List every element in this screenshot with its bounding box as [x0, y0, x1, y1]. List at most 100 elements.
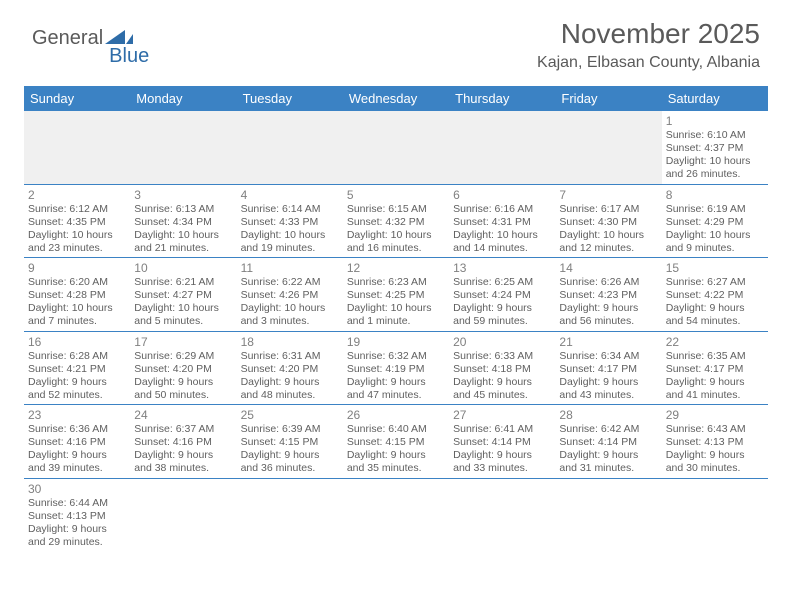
sunset-text: Sunset: 4:26 PM	[241, 289, 339, 302]
daylight-text: and 56 minutes.	[559, 315, 657, 328]
sunset-text: Sunset: 4:34 PM	[134, 216, 232, 229]
sunrise-text: Sunrise: 6:23 AM	[347, 276, 445, 289]
calendar-cell: 5Sunrise: 6:15 AMSunset: 4:32 PMDaylight…	[343, 184, 449, 258]
daylight-text: Daylight: 10 hours	[28, 229, 126, 242]
daylight-text: and 50 minutes.	[134, 389, 232, 402]
daylight-text: and 39 minutes.	[28, 462, 126, 475]
calendar-cell	[130, 111, 236, 184]
calendar-cell: 20Sunrise: 6:33 AMSunset: 4:18 PMDayligh…	[449, 331, 555, 405]
day-number: 2	[28, 188, 126, 202]
sunrise-text: Sunrise: 6:19 AM	[666, 203, 764, 216]
sunrise-text: Sunrise: 6:26 AM	[559, 276, 657, 289]
daylight-text: Daylight: 9 hours	[347, 376, 445, 389]
sunset-text: Sunset: 4:15 PM	[347, 436, 445, 449]
daylight-text: Daylight: 10 hours	[666, 229, 764, 242]
sunset-text: Sunset: 4:31 PM	[453, 216, 551, 229]
day-header: Friday	[555, 86, 661, 111]
calendar-cell	[130, 478, 236, 551]
daylight-text: Daylight: 9 hours	[241, 376, 339, 389]
day-header: Saturday	[662, 86, 768, 111]
calendar-cell: 1Sunrise: 6:10 AMSunset: 4:37 PMDaylight…	[662, 111, 768, 184]
calendar-cell: 12Sunrise: 6:23 AMSunset: 4:25 PMDayligh…	[343, 258, 449, 332]
daylight-text: and 5 minutes.	[134, 315, 232, 328]
daylight-text: and 23 minutes.	[28, 242, 126, 255]
daylight-text: and 48 minutes.	[241, 389, 339, 402]
daylight-text: and 9 minutes.	[666, 242, 764, 255]
daylight-text: and 30 minutes.	[666, 462, 764, 475]
sunrise-text: Sunrise: 6:39 AM	[241, 423, 339, 436]
sunset-text: Sunset: 4:16 PM	[28, 436, 126, 449]
sunrise-text: Sunrise: 6:14 AM	[241, 203, 339, 216]
sunset-text: Sunset: 4:17 PM	[559, 363, 657, 376]
calendar-cell: 9Sunrise: 6:20 AMSunset: 4:28 PMDaylight…	[24, 258, 130, 332]
calendar-cell: 13Sunrise: 6:25 AMSunset: 4:24 PMDayligh…	[449, 258, 555, 332]
calendar-cell: 6Sunrise: 6:16 AMSunset: 4:31 PMDaylight…	[449, 184, 555, 258]
daylight-text: and 14 minutes.	[453, 242, 551, 255]
sunset-text: Sunset: 4:14 PM	[453, 436, 551, 449]
calendar-cell: 25Sunrise: 6:39 AMSunset: 4:15 PMDayligh…	[237, 405, 343, 479]
calendar-cell: 23Sunrise: 6:36 AMSunset: 4:16 PMDayligh…	[24, 405, 130, 479]
sunset-text: Sunset: 4:15 PM	[241, 436, 339, 449]
daylight-text: Daylight: 9 hours	[666, 376, 764, 389]
calendar-cell: 18Sunrise: 6:31 AMSunset: 4:20 PMDayligh…	[237, 331, 343, 405]
sunset-text: Sunset: 4:32 PM	[347, 216, 445, 229]
day-header: Tuesday	[237, 86, 343, 111]
daylight-text: and 38 minutes.	[134, 462, 232, 475]
day-header: Thursday	[449, 86, 555, 111]
calendar-cell: 7Sunrise: 6:17 AMSunset: 4:30 PMDaylight…	[555, 184, 661, 258]
sunset-text: Sunset: 4:24 PM	[453, 289, 551, 302]
day-number: 25	[241, 408, 339, 422]
sunset-text: Sunset: 4:17 PM	[666, 363, 764, 376]
sunrise-text: Sunrise: 6:28 AM	[28, 350, 126, 363]
calendar-cell: 24Sunrise: 6:37 AMSunset: 4:16 PMDayligh…	[130, 405, 236, 479]
daylight-text: and 3 minutes.	[241, 315, 339, 328]
daylight-text: and 7 minutes.	[28, 315, 126, 328]
calendar-cell: 19Sunrise: 6:32 AMSunset: 4:19 PMDayligh…	[343, 331, 449, 405]
calendar-cell: 10Sunrise: 6:21 AMSunset: 4:27 PMDayligh…	[130, 258, 236, 332]
daylight-text: Daylight: 10 hours	[559, 229, 657, 242]
calendar-cell: 15Sunrise: 6:27 AMSunset: 4:22 PMDayligh…	[662, 258, 768, 332]
sunset-text: Sunset: 4:30 PM	[559, 216, 657, 229]
sunrise-text: Sunrise: 6:20 AM	[28, 276, 126, 289]
sunrise-text: Sunrise: 6:22 AM	[241, 276, 339, 289]
calendar-cell: 26Sunrise: 6:40 AMSunset: 4:15 PMDayligh…	[343, 405, 449, 479]
daylight-text: and 54 minutes.	[666, 315, 764, 328]
daylight-text: and 12 minutes.	[559, 242, 657, 255]
sunset-text: Sunset: 4:21 PM	[28, 363, 126, 376]
daylight-text: Daylight: 9 hours	[453, 376, 551, 389]
day-number: 16	[28, 335, 126, 349]
daylight-text: Daylight: 9 hours	[559, 376, 657, 389]
calendar-cell	[449, 478, 555, 551]
daylight-text: Daylight: 10 hours	[347, 229, 445, 242]
day-number: 27	[453, 408, 551, 422]
day-number: 4	[241, 188, 339, 202]
calendar-cell: 14Sunrise: 6:26 AMSunset: 4:23 PMDayligh…	[555, 258, 661, 332]
day-number: 22	[666, 335, 764, 349]
sunset-text: Sunset: 4:14 PM	[559, 436, 657, 449]
daylight-text: Daylight: 10 hours	[134, 229, 232, 242]
daylight-text: Daylight: 9 hours	[666, 449, 764, 462]
calendar-cell	[662, 478, 768, 551]
sunrise-text: Sunrise: 6:13 AM	[134, 203, 232, 216]
sunset-text: Sunset: 4:20 PM	[241, 363, 339, 376]
sunrise-text: Sunrise: 6:27 AM	[666, 276, 764, 289]
daylight-text: and 47 minutes.	[347, 389, 445, 402]
calendar-cell: 2Sunrise: 6:12 AMSunset: 4:35 PMDaylight…	[24, 184, 130, 258]
sunset-text: Sunset: 4:18 PM	[453, 363, 551, 376]
sunset-text: Sunset: 4:22 PM	[666, 289, 764, 302]
sunset-text: Sunset: 4:25 PM	[347, 289, 445, 302]
daylight-text: and 59 minutes.	[453, 315, 551, 328]
day-number: 28	[559, 408, 657, 422]
day-number: 1	[666, 114, 764, 128]
day-number: 15	[666, 261, 764, 275]
sunset-text: Sunset: 4:13 PM	[28, 510, 126, 523]
calendar-table: SundayMondayTuesdayWednesdayThursdayFrid…	[24, 86, 768, 551]
sunrise-text: Sunrise: 6:44 AM	[28, 497, 126, 510]
day-number: 12	[347, 261, 445, 275]
sunrise-text: Sunrise: 6:40 AM	[347, 423, 445, 436]
sunrise-text: Sunrise: 6:16 AM	[453, 203, 551, 216]
daylight-text: and 33 minutes.	[453, 462, 551, 475]
sunrise-text: Sunrise: 6:32 AM	[347, 350, 445, 363]
title-block: November 2025 Kajan, Elbasan County, Alb…	[537, 18, 760, 72]
daylight-text: and 31 minutes.	[559, 462, 657, 475]
